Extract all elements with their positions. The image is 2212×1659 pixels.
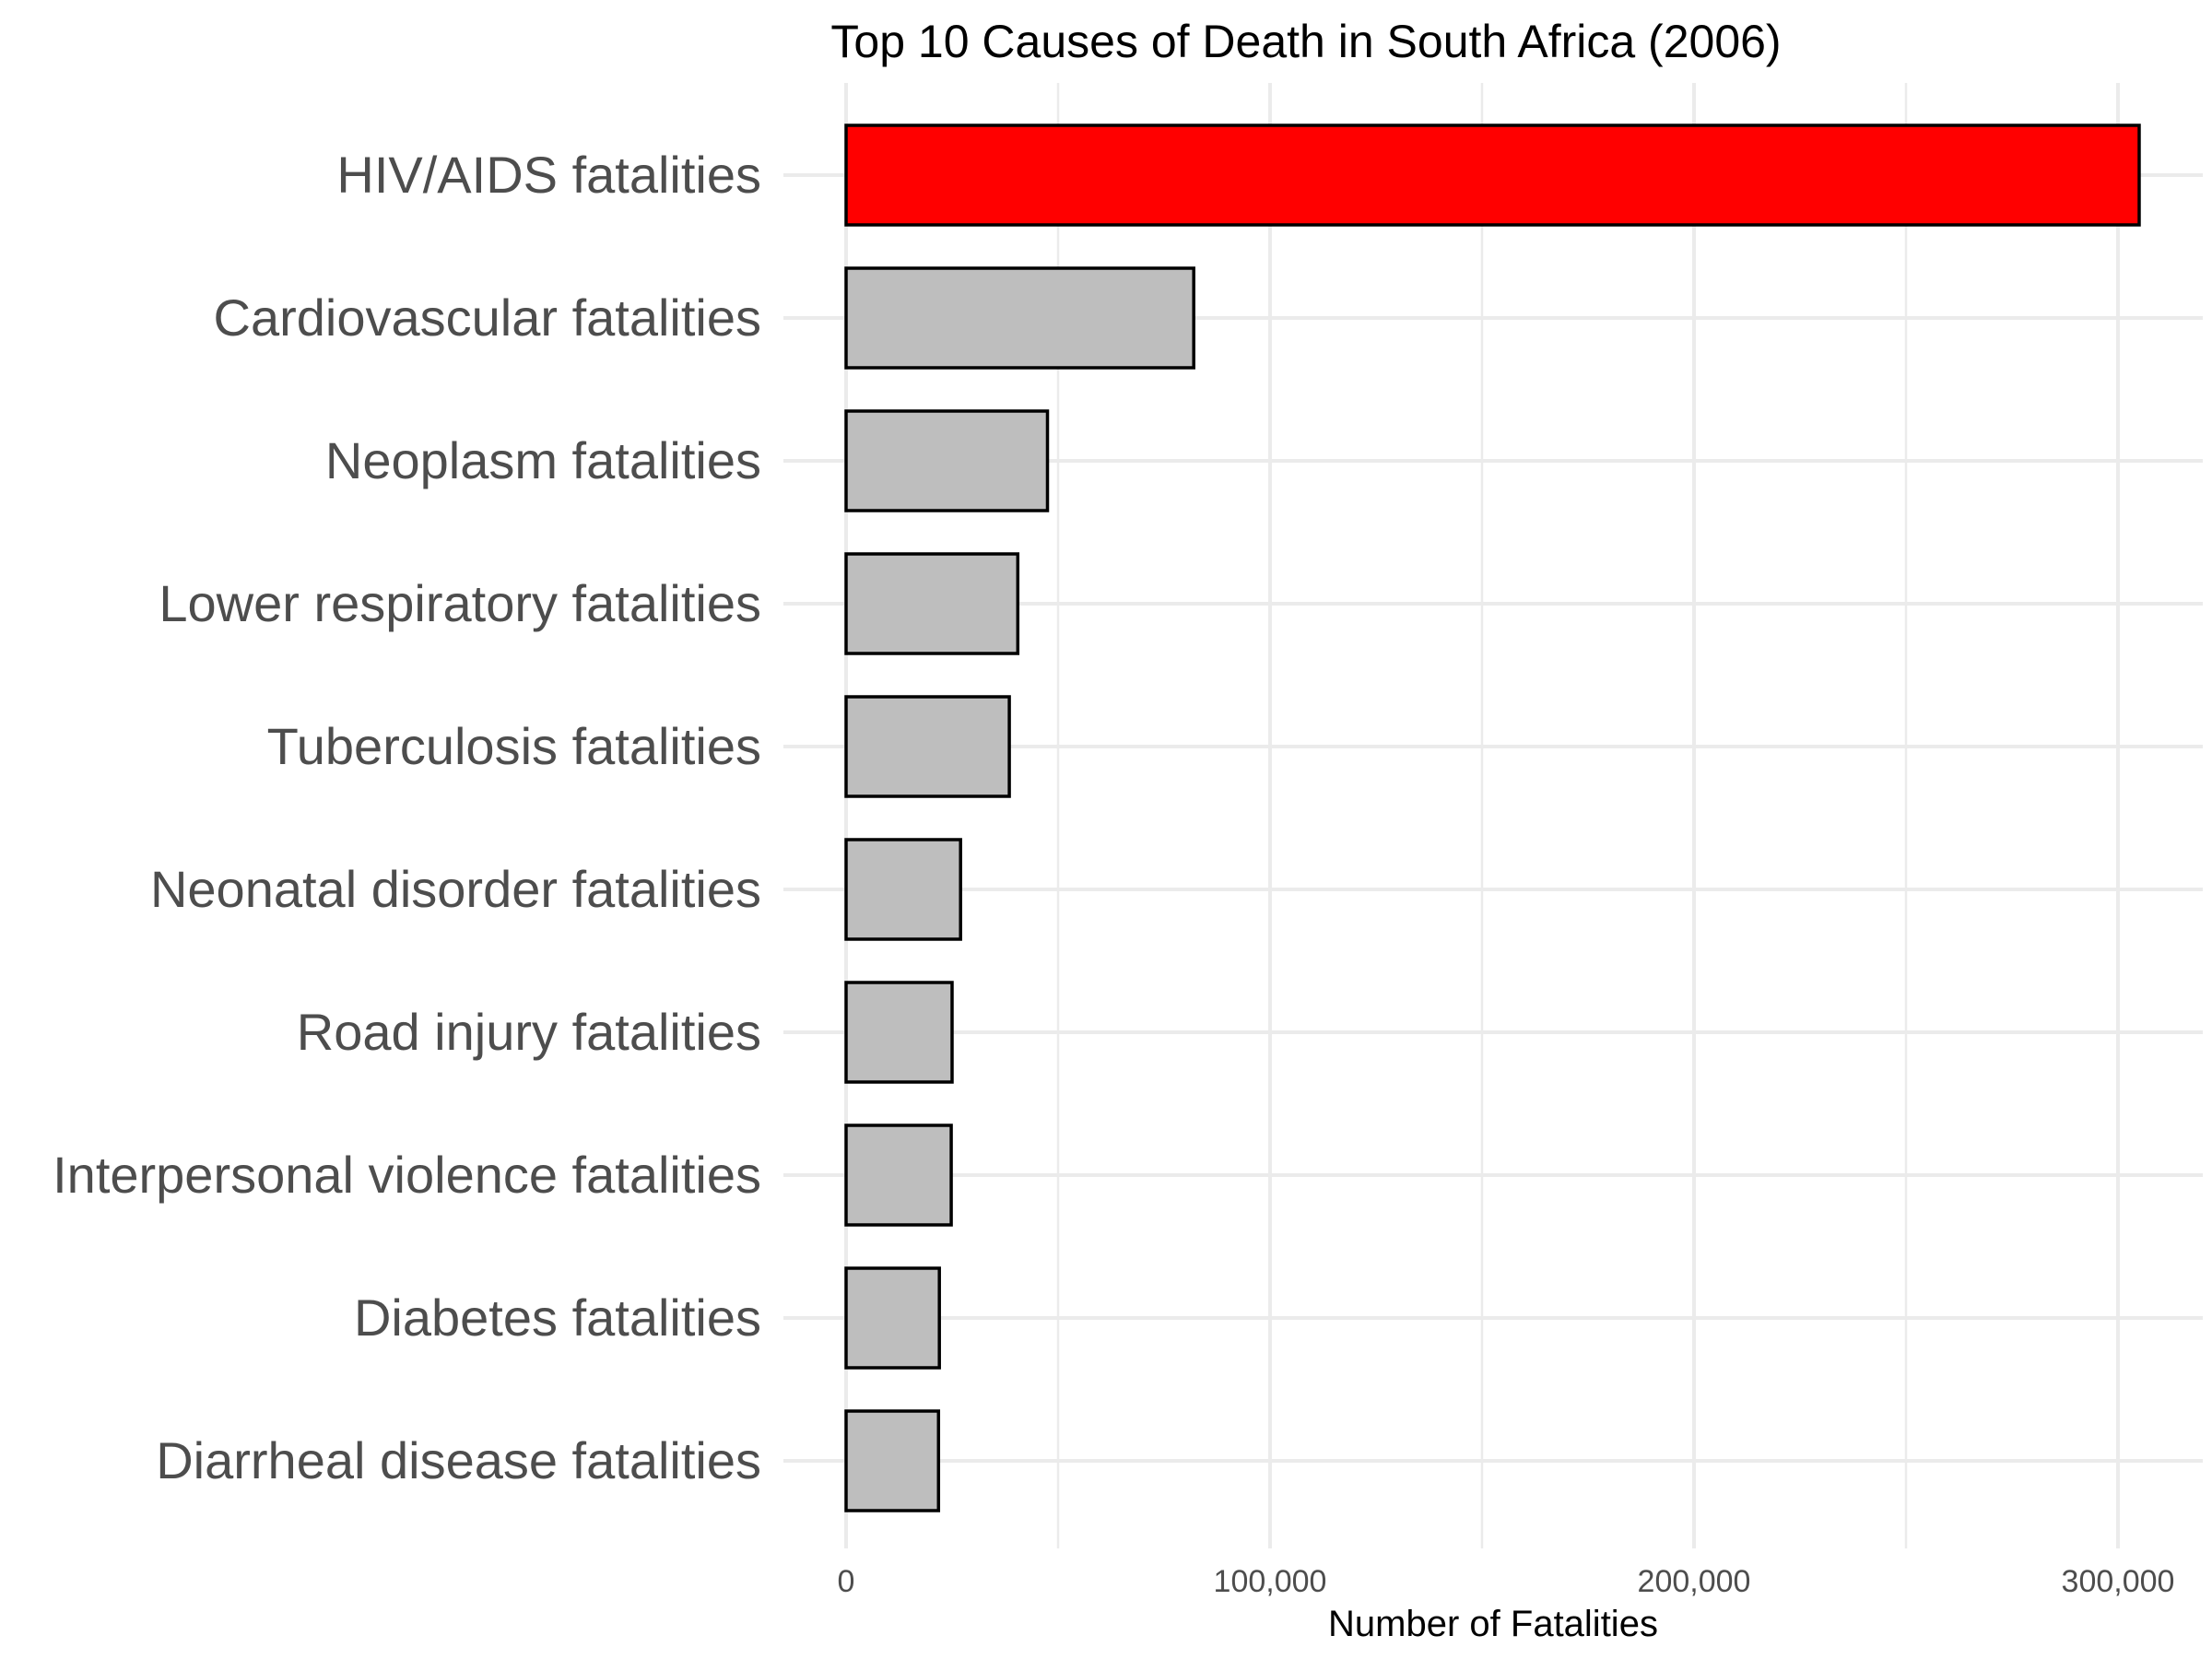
bars [844,124,2141,1512]
category-label: HIV/AIDS fatalities [336,146,761,204]
bar-diarrheal-disease-fatalities [844,1409,941,1512]
category-labels: HIV/AIDS fatalities Cardiovascular fatali… [53,146,761,1489]
bar-hiv-aids-fatalities [844,124,2141,227]
category-label: Interpersonal violence fatalities [53,1146,761,1204]
bar-neonatal-disorder-fatalities [844,838,962,941]
x-tick-label: 100,000 [1214,1564,1327,1599]
x-axis-ticks: 0 100,000 200,000 300,000 [838,1564,2175,1599]
category-label: Cardiovascular fatalities [214,288,761,347]
bar-diabetes-fatalities [844,1266,941,1370]
category-label: Neonatal disorder fatalities [150,860,761,918]
category-label: Neoplasm fatalities [325,431,761,489]
bar-tuberculosis-fatalities [844,695,1011,798]
bar-lower-respiratory-fatalities [844,552,1020,655]
bar-neoplasm-fatalities [844,409,1050,512]
category-label: Diabetes fatalities [354,1288,761,1347]
x-tick-label: 0 [838,1564,855,1599]
grid-lines [783,83,2203,1548]
category-label: Lower respiratory fatalities [159,574,761,632]
x-tick-label: 300,000 [2062,1564,2175,1599]
chart-title: Top 10 Causes of Death in South Africa (… [830,16,1781,67]
bar-interpersonal-violence-fatalities [844,1124,953,1227]
bar-cardiovascular-fatalities [844,266,1195,370]
category-label: Diarrheal disease fatalities [156,1431,761,1489]
category-label: Tuberculosis fatalities [267,717,761,775]
bar-road-injury-fatalities [844,981,954,1084]
x-tick-label: 200,000 [1638,1564,1751,1599]
category-label: Road injury fatalities [297,1003,761,1061]
x-axis-title: Number of Fatalities [1328,1604,1658,1644]
